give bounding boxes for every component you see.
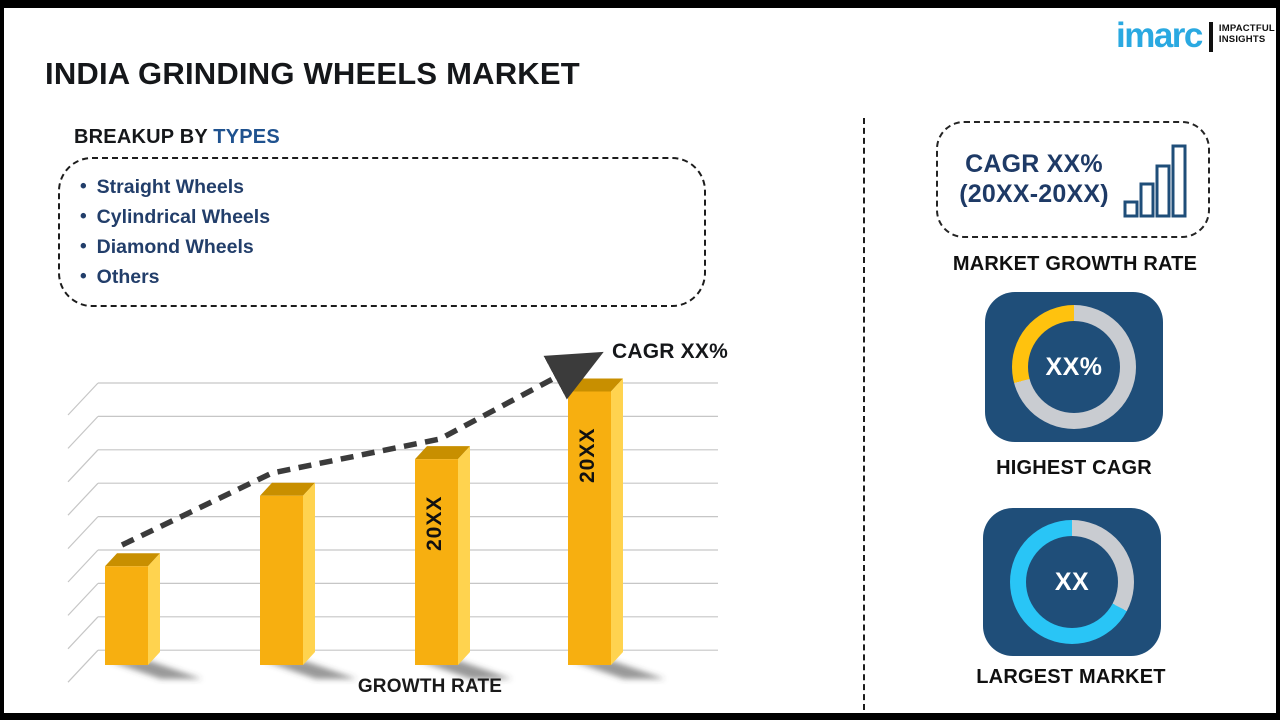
highest-cagr-donut: XX% xyxy=(1012,305,1136,429)
cagr-line2: (20XX-20XX) xyxy=(959,179,1109,208)
largest-market-value: XX xyxy=(1054,567,1090,596)
page-title: INDIA GRINDING WHEELS MARKET xyxy=(45,56,580,91)
market-growth-rate-box: CAGR XX% (20XX-20XX) xyxy=(936,121,1210,238)
highest-cagr-tile: XX% xyxy=(985,292,1163,442)
bar-chart-icon xyxy=(1123,144,1187,217)
cagr-value-text: CAGR XX% (20XX-20XX) xyxy=(959,150,1109,209)
breakup-heading: BREAKUP BY TYPES xyxy=(74,126,280,149)
breakup-item-label: Straight Wheels xyxy=(96,176,245,198)
breakup-list-item: • Cylindrical Wheels xyxy=(80,202,704,232)
breakup-list-item: • Others xyxy=(80,262,704,292)
trend-cagr-label: CAGR XX% xyxy=(612,340,728,363)
breakup-item-label: Diamond Wheels xyxy=(96,236,254,258)
bullet-icon: • xyxy=(80,206,87,227)
bar-year-label: 20XX xyxy=(575,427,599,484)
breakup-heading-prefix: BREAKUP BY xyxy=(74,126,214,148)
bullet-icon: • xyxy=(80,236,87,257)
bar-chart-canvas xyxy=(67,351,718,683)
imarc-logo: imarc IMPACTFUL INSIGHTS xyxy=(1116,14,1275,53)
breakup-item-label: Others xyxy=(96,266,160,288)
market-growth-rate-caption: MARKET GROWTH RATE xyxy=(952,253,1198,275)
highest-cagr-caption: HIGHEST CAGR xyxy=(996,457,1152,479)
growth-rate-chart: 20XX 20XX xyxy=(60,335,750,713)
largest-market-tile: XX xyxy=(983,508,1161,656)
bar-shadows xyxy=(109,661,665,679)
breakup-types-box: • Straight Wheels • Cylindrical Wheels • Diam… xyxy=(58,157,706,307)
logo-tagline: IMPACTFUL INSIGHTS xyxy=(1219,23,1275,46)
logo-tagline-line1: IMPACTFUL xyxy=(1218,23,1275,34)
section-divider xyxy=(863,118,865,710)
breakup-item-label: Cylindrical Wheels xyxy=(96,206,271,228)
bullet-icon: • xyxy=(80,266,87,287)
donut-hole xyxy=(1026,536,1118,628)
cagr-line1: CAGR XX% xyxy=(965,150,1103,178)
logo-tagline-line2: INSIGHTS xyxy=(1218,34,1266,46)
bullet-icon: • xyxy=(80,176,87,197)
breakup-list-item: • Straight Wheels xyxy=(80,172,704,202)
imarc-wordmark: imarc xyxy=(1116,16,1203,55)
breakup-list: • Straight Wheels • Cylindrical Wheels • Diam… xyxy=(60,159,704,292)
logo-divider xyxy=(1208,22,1213,52)
highest-cagr-value: XX% xyxy=(1045,352,1103,381)
breakup-list-item: • Diamond Wheels xyxy=(80,232,704,262)
chart-bars xyxy=(105,378,623,665)
bar-year-label: 20XX xyxy=(422,495,446,551)
largest-market-donut: XX xyxy=(1010,520,1134,644)
largest-market-caption: LARGEST MARKET xyxy=(976,666,1166,688)
breakup-heading-highlight: TYPES xyxy=(213,126,280,148)
xaxis-label: GROWTH RATE xyxy=(357,676,503,697)
donut-hole xyxy=(1028,321,1120,413)
